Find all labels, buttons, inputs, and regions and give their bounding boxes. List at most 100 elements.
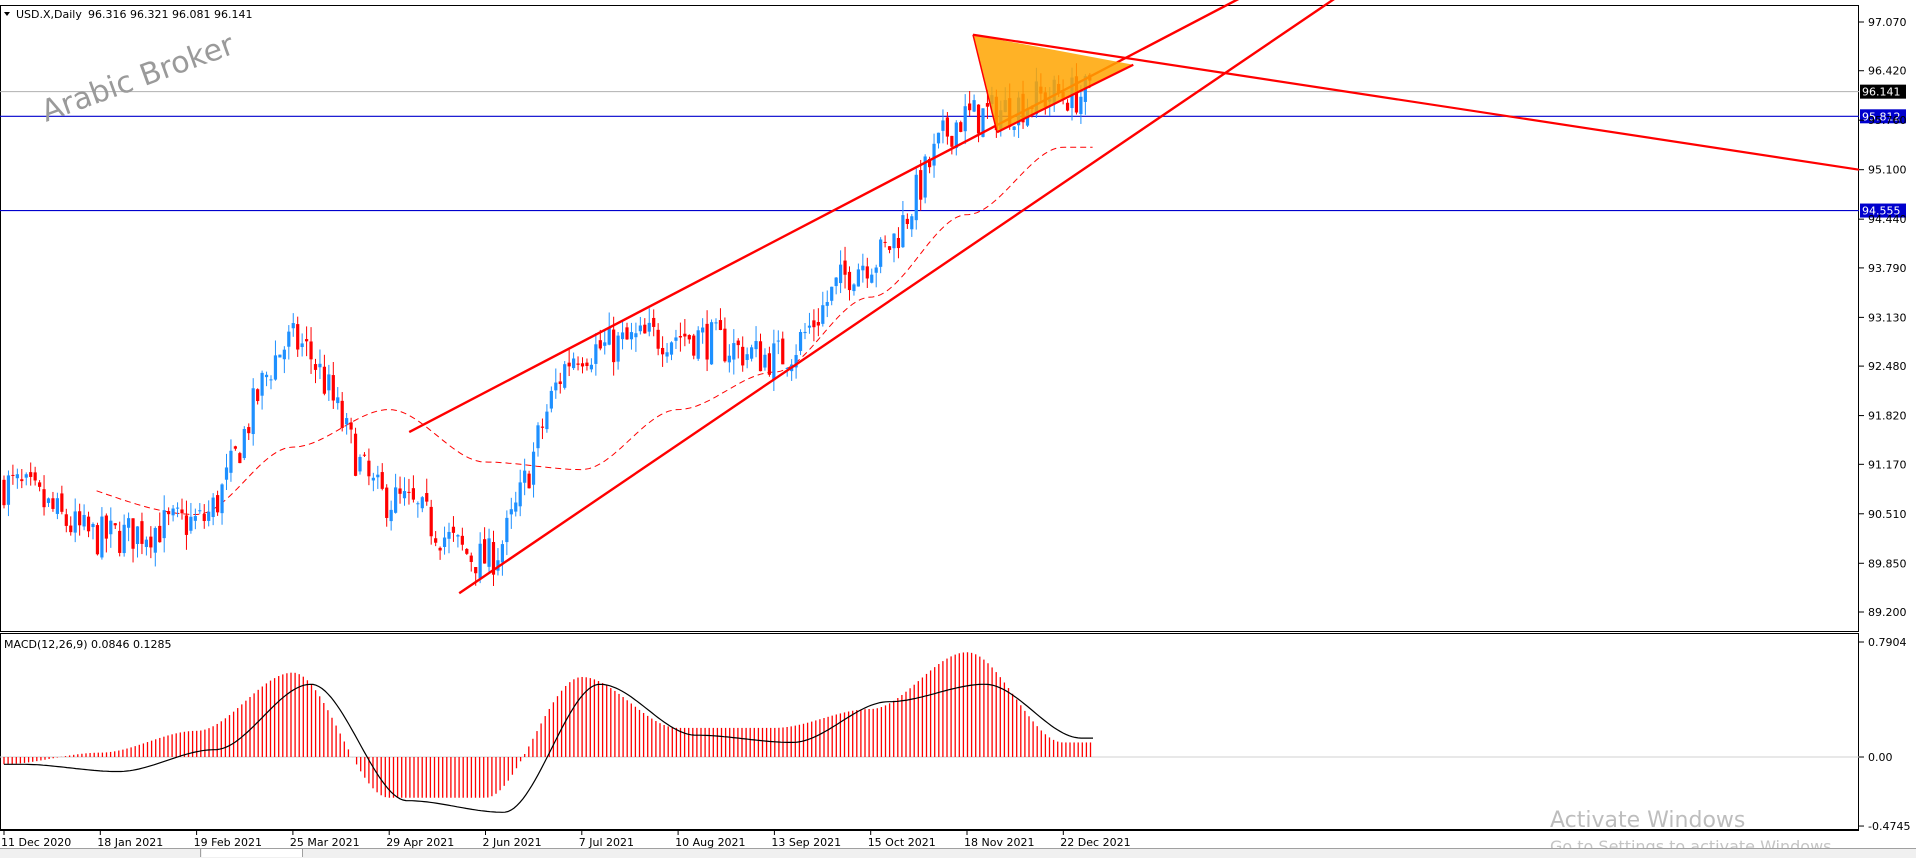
bull-candle <box>376 474 380 478</box>
triangle-pattern[interactable] <box>973 34 1134 133</box>
symbol-menu-icon[interactable] <box>4 12 10 16</box>
bull-candle <box>603 342 607 346</box>
bear-candle <box>558 381 562 385</box>
bear-candle <box>585 362 589 366</box>
ohlc-readout: 96.316 96.321 96.081 96.141 <box>88 8 252 21</box>
bull-candle <box>732 343 736 360</box>
price-tick-label: 95.100 <box>1868 164 1907 177</box>
bear-candle <box>736 340 740 346</box>
channel-upper-line[interactable] <box>408 0 1263 434</box>
bear-candle <box>847 271 852 291</box>
macd-pane-frame <box>0 633 1859 830</box>
symbol-label: USD.X,Daily <box>16 8 82 21</box>
bull-candle <box>861 265 865 271</box>
triangle-lower-trendline[interactable] <box>996 63 1134 134</box>
bear-candle <box>687 335 691 340</box>
bear-candle <box>216 495 220 513</box>
bull-candle <box>892 233 896 249</box>
price-tick-label: 96.420 <box>1868 65 1907 78</box>
bull-candle <box>300 343 304 348</box>
bear-candle <box>928 158 932 168</box>
bull-candle <box>207 511 211 521</box>
time-tick-label: 19 Feb 2021 <box>194 836 262 849</box>
bull-candle <box>189 516 193 531</box>
bull-candle <box>478 543 482 579</box>
chart-tab[interactable] <box>100 849 201 857</box>
bull-candle <box>549 390 553 409</box>
bull-candle <box>669 342 674 355</box>
bull-candle <box>807 325 812 328</box>
bear-candle <box>976 104 981 134</box>
bull-candle <box>175 507 180 509</box>
bear-candle <box>29 472 33 477</box>
bull-candle <box>91 524 95 528</box>
bull-candle <box>291 323 295 329</box>
bull-candle <box>981 108 985 137</box>
bull-candle <box>554 382 558 391</box>
bear-candle <box>843 260 847 275</box>
bull-candle <box>665 352 669 357</box>
price-tick-label: 91.170 <box>1868 458 1907 471</box>
bear-candle <box>184 515 189 535</box>
bull-candle <box>211 497 215 518</box>
bear-candle <box>20 479 24 482</box>
bull-candle <box>509 509 513 515</box>
bull-candle <box>834 277 838 287</box>
price-axis: 97.070 96.420 95.760 95.100 94.440 93.790 93.1… <box>1859 16 1910 833</box>
bull-candle <box>727 355 731 363</box>
bull-candle <box>135 526 140 544</box>
bull-candle <box>776 340 780 342</box>
bear-candle <box>309 341 313 360</box>
bull-candle <box>389 509 393 522</box>
horizontal-levels[interactable]: 95.812 94.555 96.141 <box>0 84 1906 218</box>
bear-candle <box>202 514 206 522</box>
bear-candle <box>78 511 82 526</box>
bull-candle <box>825 302 829 306</box>
bear-candle <box>434 538 438 543</box>
price-tick-label: 94.440 <box>1868 213 1907 226</box>
bull-candle <box>327 374 331 391</box>
triangle-left-edge[interactable] <box>972 34 998 133</box>
level-price-badge <box>1860 203 1906 218</box>
bull-candle <box>839 264 843 284</box>
bear-candle <box>919 170 923 200</box>
channel-lower-line[interactable] <box>458 0 1353 595</box>
bull-candle <box>696 330 700 359</box>
bear-candle <box>705 323 709 360</box>
bull-candle <box>287 331 291 347</box>
bull-candle <box>647 322 651 332</box>
bear-candle <box>612 329 616 363</box>
bear-candle <box>113 523 117 526</box>
bull-candle <box>536 425 540 449</box>
bull-candle <box>55 498 59 514</box>
bear-candle <box>167 511 171 515</box>
bear-candle <box>313 364 318 370</box>
bull-candle <box>282 349 286 360</box>
trend-channel[interactable] <box>408 0 1860 595</box>
bear-candle <box>238 453 242 464</box>
bear-candle <box>95 525 100 555</box>
bear-candle <box>362 454 367 456</box>
bear-candle <box>741 346 745 366</box>
bull-candle <box>229 450 233 473</box>
bull-candle <box>785 367 789 369</box>
bear-candle <box>180 509 184 514</box>
bear-candle <box>865 266 869 279</box>
bull-candle <box>523 470 527 483</box>
bear-candle <box>11 474 15 476</box>
bear-candle <box>64 514 68 526</box>
bull-candle <box>923 156 927 198</box>
bear-candle <box>812 320 816 328</box>
bull-candle <box>127 518 131 528</box>
bull-candle <box>82 514 86 527</box>
chart-tab-active[interactable] <box>202 849 303 857</box>
time-tick-label: 25 Mar 2021 <box>290 836 360 849</box>
bear-candle <box>656 329 660 349</box>
bull-candle <box>345 418 349 425</box>
bull-candle <box>634 333 638 338</box>
triangle-upper-trendline[interactable] <box>972 33 1860 171</box>
bull-candle <box>910 216 914 230</box>
bull-candle <box>616 335 620 362</box>
